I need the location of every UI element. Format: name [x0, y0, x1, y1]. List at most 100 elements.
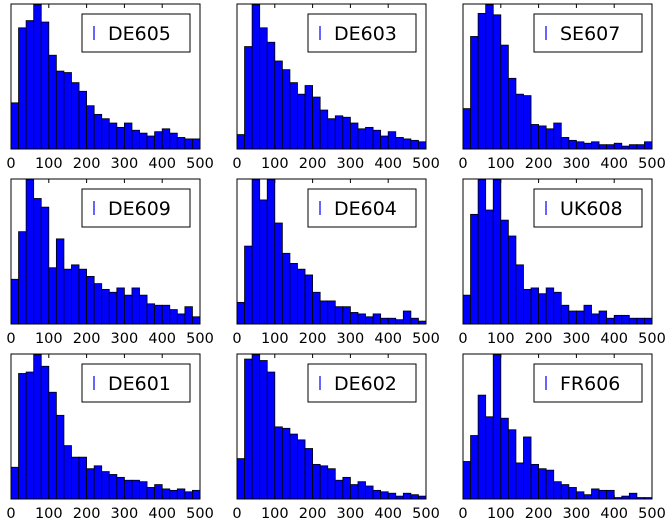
bar [644, 317, 653, 325]
bar [86, 275, 95, 325]
bar [636, 144, 645, 150]
x-tick-label: 100 [35, 506, 63, 522]
bar [515, 264, 524, 325]
bar [523, 95, 532, 150]
bar [342, 476, 351, 500]
bar [78, 268, 88, 325]
bar [131, 287, 140, 325]
legend-label: DE602 [334, 373, 397, 395]
subplot-uk608: 0 100 200 300 400 500 UK608 [458, 178, 666, 347]
bar [349, 312, 359, 325]
bar [48, 267, 57, 325]
bar [628, 492, 638, 500]
x-tick-label: 100 [261, 506, 289, 522]
bar [334, 306, 344, 325]
x-tick-label: 300 [111, 156, 139, 172]
x-tick-label: 500 [412, 506, 440, 522]
bar [86, 105, 95, 150]
bar [507, 77, 517, 150]
bar [18, 27, 27, 150]
bar [402, 310, 412, 325]
plot-frame [236, 353, 427, 500]
bar [545, 128, 555, 150]
bar [78, 456, 88, 500]
bar [266, 371, 276, 500]
bar [492, 179, 502, 325]
bar [568, 487, 577, 500]
bar [108, 122, 118, 150]
bar [139, 132, 148, 150]
bar [274, 60, 283, 150]
bar [560, 137, 570, 150]
x-tick-label: 100 [261, 331, 289, 347]
bar [613, 314, 623, 325]
bar [266, 41, 276, 150]
bar [251, 354, 261, 500]
bar [583, 142, 592, 150]
bar [25, 371, 35, 500]
legend: DE603 [307, 13, 417, 53]
x-tick-label: 500 [638, 331, 666, 347]
legend-box [307, 188, 417, 228]
bar [146, 135, 156, 150]
x-tick-label: 200 [299, 156, 327, 172]
bar [349, 484, 359, 500]
bar [591, 488, 600, 500]
x-tick-label: 200 [525, 331, 553, 347]
x-tick-label: 200 [73, 331, 101, 347]
bar [583, 304, 592, 325]
x-tick-label: 200 [525, 506, 553, 522]
bar [25, 179, 35, 325]
bar [402, 492, 412, 500]
x-tick-label: 400 [600, 331, 628, 347]
bar [146, 303, 156, 325]
bar [507, 429, 517, 500]
bar [327, 468, 336, 500]
bar [108, 474, 118, 500]
bar [93, 283, 103, 325]
bar [538, 293, 547, 325]
bar [319, 465, 329, 500]
x-tick-label: 0 [6, 506, 15, 522]
x-tick-label: 100 [261, 156, 289, 172]
bar [576, 141, 585, 150]
bar [380, 317, 389, 325]
bar [312, 291, 321, 325]
bar [342, 306, 351, 325]
bar [636, 317, 645, 325]
plot-frame [10, 3, 201, 150]
plot-frame [462, 178, 653, 325]
bar [236, 134, 245, 150]
legend: DE609 [81, 188, 191, 228]
bar [124, 122, 133, 150]
bar [628, 317, 638, 325]
bar [259, 199, 268, 325]
x-tick-label: 200 [73, 156, 101, 172]
bar [560, 304, 570, 325]
x-tick-label: 200 [299, 506, 327, 522]
bar [131, 129, 140, 150]
legend-box [81, 13, 191, 53]
x-tick-label: 500 [412, 331, 440, 347]
legend-label: FR606 [560, 373, 620, 395]
bar [327, 118, 336, 150]
bar [568, 139, 577, 150]
bar [644, 141, 653, 150]
x-tick-label: 400 [374, 156, 402, 172]
bar [576, 491, 585, 500]
x-tick-label: 300 [337, 156, 365, 172]
bar [131, 479, 140, 500]
bar [515, 462, 524, 500]
bar [154, 484, 163, 500]
legend-label: DE601 [108, 373, 171, 395]
bar [124, 479, 133, 500]
x-tick-label: 400 [600, 156, 628, 172]
x-tick-label: 100 [487, 331, 515, 347]
bar [10, 466, 19, 500]
bar [161, 128, 171, 150]
bar [523, 288, 532, 325]
x-tick-label: 300 [337, 506, 365, 522]
bar [259, 27, 268, 150]
bar [418, 141, 427, 150]
plot-frame [462, 3, 653, 150]
